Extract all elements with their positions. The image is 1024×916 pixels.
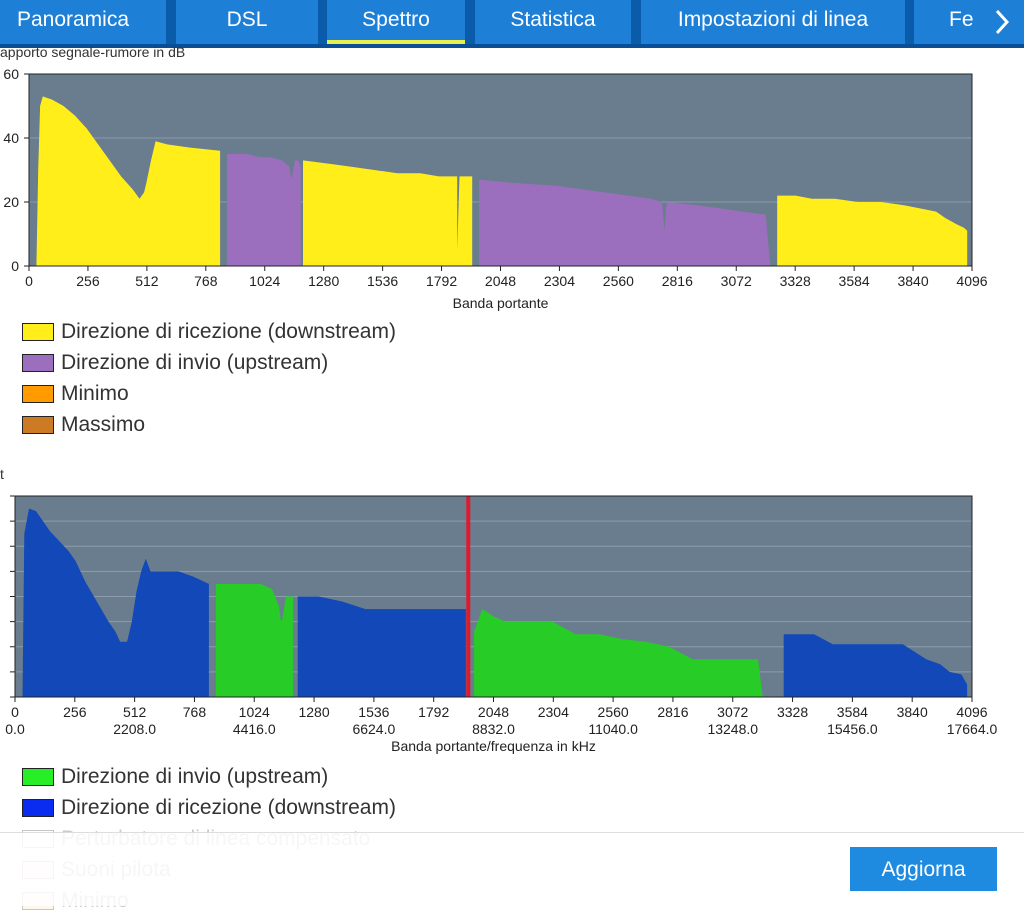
chart2-ylabel: t bbox=[0, 466, 4, 482]
x-tick-label-freq: 11040.0 bbox=[588, 721, 638, 737]
x-tick-label: 4096 bbox=[956, 273, 987, 289]
y-tick-label: 0 bbox=[11, 258, 19, 274]
x-tick-label: 2048 bbox=[478, 704, 509, 720]
tab-panoramica[interactable]: Panoramica bbox=[0, 0, 166, 44]
legend-label: Direzione di ricezione (downstream) bbox=[61, 319, 396, 343]
x-tick-label: 1536 bbox=[367, 273, 398, 289]
x-tick-label: 1024 bbox=[249, 273, 280, 289]
x-tick-label: 768 bbox=[194, 273, 218, 289]
x-tick-label: 0 bbox=[25, 273, 33, 289]
legend-swatch bbox=[22, 798, 54, 817]
legend-label: Massimo bbox=[61, 412, 146, 436]
legend-swatch bbox=[22, 415, 54, 434]
legend-item: Minimo bbox=[22, 378, 396, 409]
y-tick-label: 20 bbox=[3, 194, 19, 210]
x-tick-label-freq: 17664.0 bbox=[947, 721, 998, 737]
x-tick-label: 256 bbox=[63, 704, 87, 720]
legend-label: Minimo bbox=[61, 381, 129, 405]
x-tick-label-freq: 15456.0 bbox=[827, 721, 878, 737]
x-tick-label: 4096 bbox=[956, 704, 987, 720]
legend-item: Direzione di invio (upstream) bbox=[22, 761, 396, 792]
refresh-button[interactable]: Aggiorna bbox=[850, 847, 997, 891]
legend-swatch bbox=[22, 353, 54, 372]
x-tick-label: 2560 bbox=[598, 704, 629, 720]
tab-impostazioni-di-linea[interactable]: Impostazioni di linea bbox=[641, 0, 905, 44]
x-tick-label: 2304 bbox=[544, 273, 575, 289]
x-tick-label: 3840 bbox=[897, 273, 928, 289]
y-tick-label: 60 bbox=[3, 66, 19, 82]
legend-item: Direzione di invio (upstream) bbox=[22, 347, 396, 378]
x-tick-label: 768 bbox=[183, 704, 207, 720]
series-area-1-0 bbox=[215, 583, 763, 697]
legend-label: Direzione di invio (upstream) bbox=[61, 350, 329, 374]
x-tick-label: 3584 bbox=[839, 273, 870, 289]
x-tick-label: 2304 bbox=[538, 704, 569, 720]
x-tick-label: 512 bbox=[123, 704, 147, 720]
x-tick-label: 1792 bbox=[426, 273, 457, 289]
legend-swatch bbox=[22, 767, 54, 786]
tab-bar: Panoramica DSL Spettro Statistica Impost… bbox=[0, 0, 1024, 48]
legend-swatch bbox=[22, 322, 54, 341]
x-tick-label-freq: 8832.0 bbox=[472, 721, 515, 737]
x-tick-label-freq: 0.0 bbox=[5, 721, 25, 737]
series-area-1-1 bbox=[22, 508, 968, 697]
chart1-ylabel: apporto segnale-rumore in dB bbox=[0, 44, 186, 60]
x-tick-label: 1024 bbox=[239, 704, 270, 720]
x-tick-label: 3328 bbox=[780, 273, 811, 289]
x-tick-label: 256 bbox=[76, 273, 100, 289]
legend-swatch bbox=[22, 384, 54, 403]
active-tab-underline bbox=[327, 40, 465, 44]
x-tick-label: 2816 bbox=[657, 704, 688, 720]
x-tick-label-freq: 13248.0 bbox=[707, 721, 758, 737]
x-tick-label-freq: 2208.0 bbox=[113, 721, 156, 737]
legend-item: Massimo bbox=[22, 409, 396, 440]
legend-label: Direzione di ricezione (downstream) bbox=[61, 795, 396, 819]
tab-bar-shadow bbox=[0, 44, 1024, 48]
legend-item: Direzione di ricezione (downstream) bbox=[22, 792, 396, 823]
tab-dsl[interactable]: DSL bbox=[176, 0, 318, 44]
x-tick-label: 2560 bbox=[603, 273, 634, 289]
x-tick-label: 3072 bbox=[717, 704, 748, 720]
x-tick-label: 3840 bbox=[897, 704, 928, 720]
chevron-right-icon[interactable] bbox=[980, 0, 1024, 44]
snr-chart: 0 20 40 60 0 256 512 768 1024 1280 1536 1792 2048 230… bbox=[3, 66, 987, 311]
bit-loading-chart: 0 256 512 768 1024 1280 1536 1792 2048 2304 2560 28… bbox=[5, 495, 998, 754]
x-tick-label: 0 bbox=[11, 704, 19, 720]
x-tick-label: 3072 bbox=[721, 273, 752, 289]
snr-legend: Direzione di ricezione (downstream) Direz… bbox=[22, 316, 396, 440]
x-tick-label: 1280 bbox=[308, 273, 339, 289]
x-tick-label-freq: 6624.0 bbox=[352, 721, 395, 737]
x-axis-label: Banda portante/frequenza in kHz bbox=[391, 738, 596, 754]
x-axis-label: Banda portante bbox=[453, 295, 549, 311]
series-area-0-1 bbox=[227, 154, 771, 266]
x-tick-label: 1536 bbox=[358, 704, 389, 720]
x-tick-label: 3584 bbox=[837, 704, 868, 720]
tab-statistica[interactable]: Statistica bbox=[475, 0, 631, 44]
x-tick-label-freq: 4416.0 bbox=[233, 721, 276, 737]
legend-label: Direzione di invio (upstream) bbox=[61, 764, 329, 788]
x-tick-label: 3328 bbox=[777, 704, 808, 720]
y-tick-label: 40 bbox=[3, 130, 19, 146]
tab-spettro[interactable]: Spettro bbox=[327, 0, 465, 44]
series-area-0-0 bbox=[36, 96, 968, 267]
legend-item: Direzione di ricezione (downstream) bbox=[22, 316, 396, 347]
x-tick-label: 1792 bbox=[418, 704, 449, 720]
x-tick-label: 2048 bbox=[485, 273, 516, 289]
x-tick-label: 2816 bbox=[662, 273, 693, 289]
x-tick-label: 1280 bbox=[298, 704, 329, 720]
x-tick-label: 512 bbox=[135, 273, 159, 289]
